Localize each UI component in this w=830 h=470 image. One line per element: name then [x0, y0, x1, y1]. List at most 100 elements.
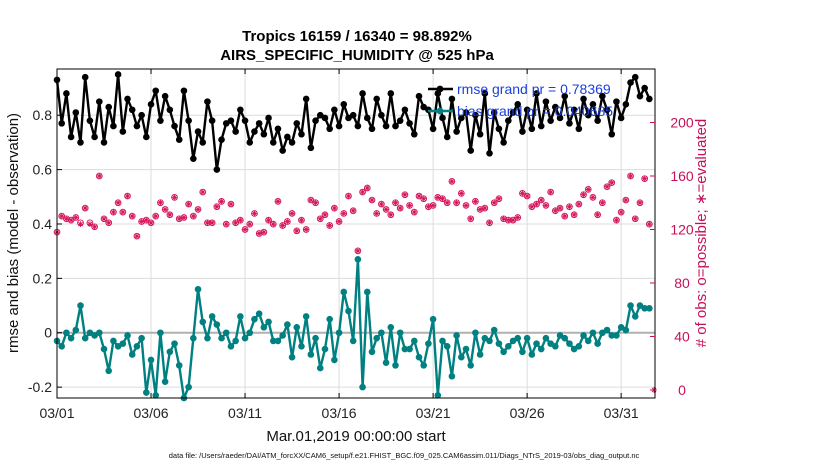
bias-point [410, 337, 418, 345]
rmse-point [472, 111, 479, 119]
rmse-point [312, 117, 319, 124]
bias-point [133, 343, 141, 350]
rmse-point [617, 114, 625, 122]
rmse-point [533, 90, 540, 97]
obs-evaluated-point [486, 219, 493, 226]
legend-rmse-marker [436, 85, 444, 93]
y-tick-label: 0 [44, 325, 52, 341]
obs-evaluated-point [242, 226, 248, 233]
rmse-point [410, 130, 418, 138]
obs-evaluated-point [397, 205, 404, 211]
rmse-point [190, 155, 197, 163]
obs-evaluated-point [326, 222, 333, 229]
rmse-point [613, 98, 620, 105]
legend-rmse-label: rmse grand pr = 0.78369 [457, 81, 611, 97]
bias-point [241, 334, 249, 342]
rmse-point [91, 133, 98, 141]
obs-evaluated-point [256, 230, 263, 237]
bias-point [175, 362, 183, 369]
obs-evaluated-point [646, 221, 653, 228]
obs-evaluated-point [557, 205, 563, 211]
rmse-point [589, 101, 597, 108]
obs-evaluated-point [533, 201, 540, 207]
obs-evaluated-point [359, 189, 366, 195]
obs-evaluated-point [331, 205, 338, 211]
obs-evaluated-point [265, 217, 272, 224]
rmse-point [523, 106, 531, 114]
rmse-point [458, 114, 465, 122]
rmse-point [373, 95, 380, 103]
y-tick-label: 0.2 [33, 270, 53, 286]
rmse-point [556, 114, 564, 122]
rmse-point [349, 111, 357, 119]
obs-evaluated-point [162, 206, 169, 213]
bias-point [255, 310, 263, 318]
bias-point [312, 334, 319, 342]
obs-evaluated-point [322, 211, 328, 218]
obs-evaluated-point [232, 219, 239, 226]
rmse-point [260, 130, 268, 138]
obs-evaluated-point [392, 199, 399, 206]
rmse-point [505, 117, 512, 124]
bias-point [208, 313, 216, 320]
obs-evaluated-point [340, 210, 347, 217]
bias-point [293, 324, 301, 331]
obs-evaluated-point [129, 213, 136, 220]
rmse-point [288, 139, 296, 146]
obs-evaluated-point [284, 218, 291, 225]
obs-evaluated-point [312, 199, 319, 206]
bias-point [368, 348, 376, 356]
bias-point [603, 326, 611, 334]
bias-point [171, 340, 178, 347]
bias-series [53, 256, 653, 402]
bias-point [561, 334, 569, 342]
obs-evaluated-point [58, 213, 65, 220]
bias-point [443, 343, 451, 350]
obs-evaluated-point [411, 209, 418, 216]
rmse-point [237, 106, 244, 114]
obs-evaluated-point [528, 203, 535, 210]
rmse-point [608, 130, 616, 138]
bias-point [594, 340, 601, 347]
obs-evaluated-point [166, 211, 173, 218]
bias-point [157, 329, 164, 337]
bias-point [359, 383, 366, 391]
obs-evaluated-point [228, 201, 234, 207]
obs-evaluated-point [354, 247, 361, 254]
bias-point [627, 302, 634, 309]
obs-evaluated-point [416, 193, 422, 199]
bias-point [194, 285, 202, 293]
bias-point [302, 313, 310, 320]
obs-evaluated-point [138, 218, 145, 225]
rmse-point [180, 87, 188, 95]
bias-point [575, 343, 583, 350]
x-tick-label: 03/26 [510, 405, 545, 421]
x-axis-ticks: 03/01 03/06 03/11 03/16 03/21 03/26 03/31 [39, 69, 639, 421]
bias-point [63, 329, 70, 337]
bias-point [124, 332, 131, 339]
bias-point [528, 351, 536, 358]
bias-point [387, 324, 395, 331]
rmse-point [72, 109, 80, 116]
obs-evaluated-point [458, 190, 465, 197]
obs-evaluated-point [496, 195, 502, 202]
bias-point [190, 334, 197, 342]
rmse-point [396, 117, 404, 124]
bias-point [406, 345, 413, 353]
rmse-point [138, 111, 145, 119]
bias-point [363, 288, 371, 296]
bias-point [552, 343, 559, 350]
rmse-point [443, 133, 451, 141]
y-axis-ticks: -0.2 0 0.2 0.4 0.6 0.8 [28, 107, 62, 395]
y-right-tick-label: 40 [674, 328, 690, 344]
obs-evaluated-point [246, 221, 253, 228]
rmse-point [528, 125, 536, 133]
rmse-point [490, 109, 498, 116]
obs-evaluated-point [566, 203, 573, 210]
bias-point [218, 334, 225, 342]
obs-evaluated-point [406, 202, 413, 209]
obs-evaluated-point [209, 219, 216, 226]
obs-evaluated-point [298, 217, 305, 224]
obs-evaluated-point [387, 211, 394, 218]
data-file-footer: data file: /Users/raeder/DAI/ATM_forcXX/… [169, 451, 640, 460]
